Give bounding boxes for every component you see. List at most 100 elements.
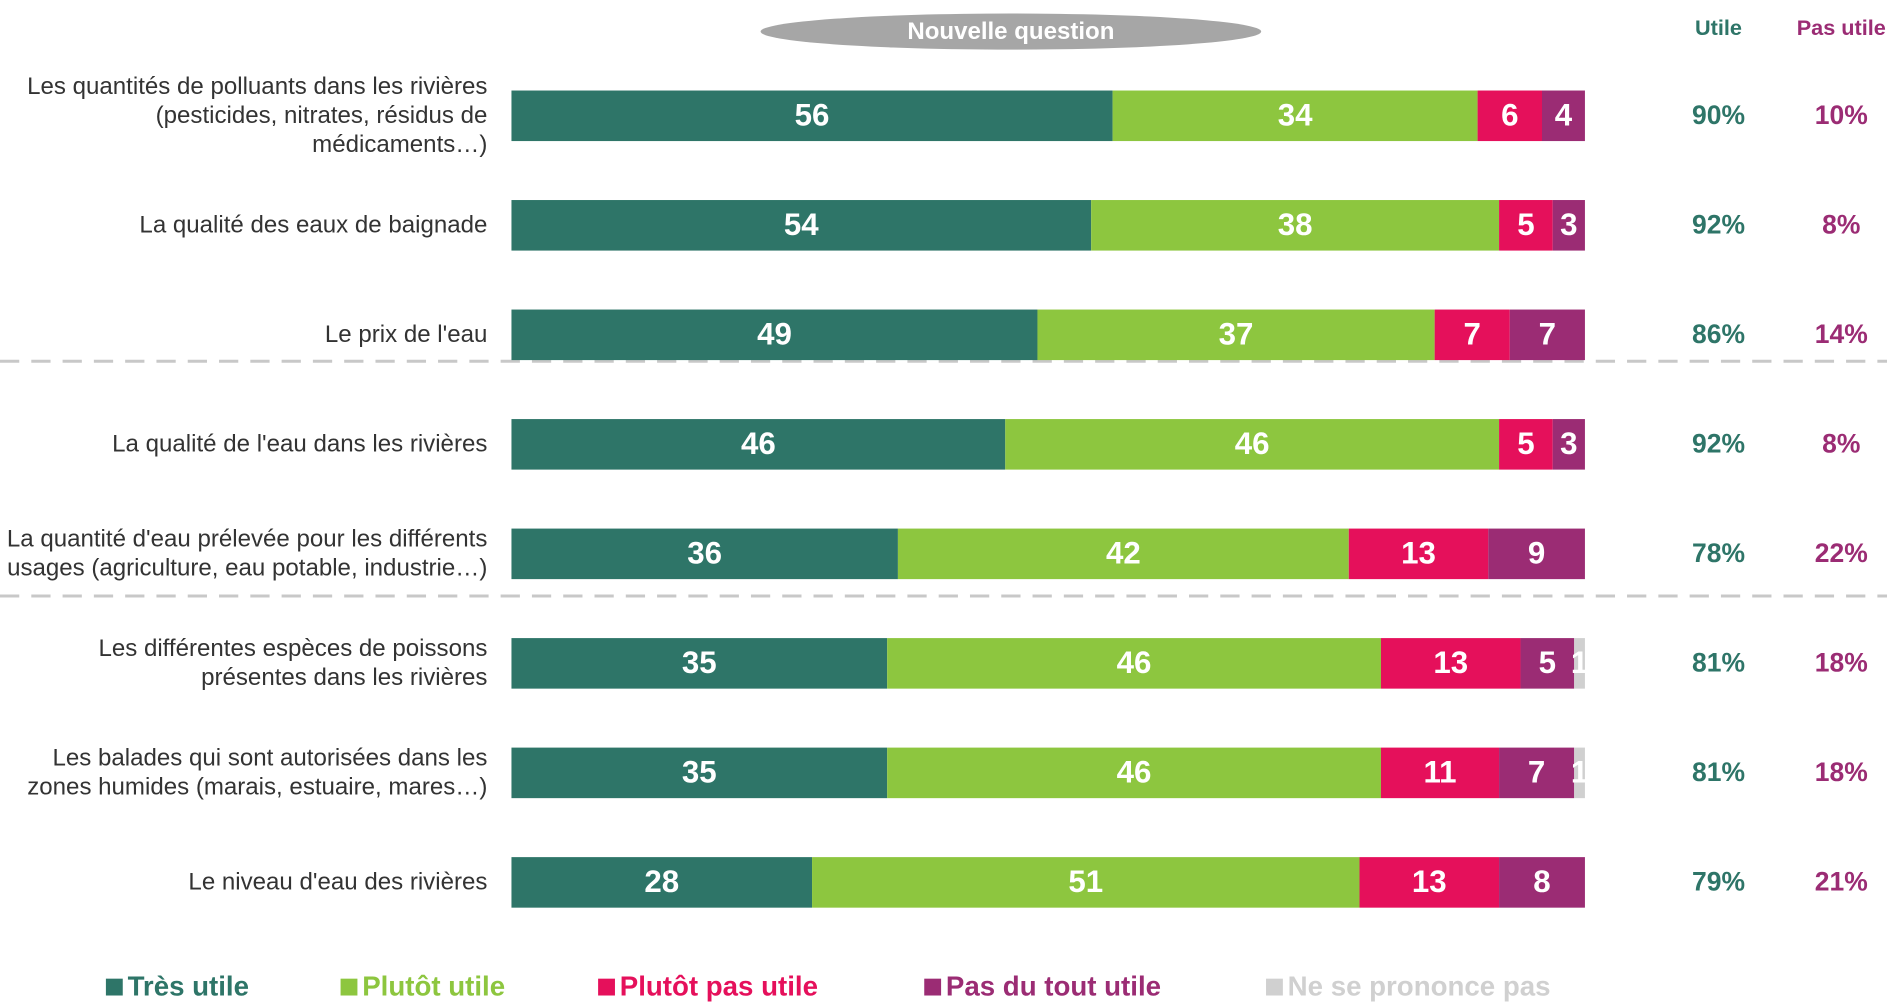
- bar-value-label: 5: [1539, 645, 1556, 680]
- total-header: Utile: [1695, 15, 1742, 40]
- bar-segment: [887, 747, 1381, 799]
- bar-value-label: 38: [1278, 207, 1313, 242]
- bar-segment: [1520, 638, 1575, 689]
- total-value: 18%: [1815, 757, 1868, 787]
- bar-value-label: 49: [757, 316, 792, 351]
- bar-value-label: 36: [687, 535, 722, 570]
- total-value: 14%: [1815, 319, 1868, 349]
- bar-segment: [511, 419, 1006, 470]
- legend-label: Pas du tout utile: [946, 971, 1161, 1002]
- bar-segment: [1380, 747, 1500, 799]
- bar-segment: [1574, 638, 1585, 689]
- bar-segment: [1488, 528, 1585, 580]
- bar-value-label: 3: [1560, 207, 1577, 242]
- category-label: Les quantités de polluants dans les rivi…: [27, 73, 488, 158]
- bar-value-label: 7: [1464, 316, 1481, 351]
- total-value: 21%: [1815, 867, 1868, 897]
- bar-value-label: 56: [795, 97, 830, 132]
- category-box: Les balades qui sont autorisées dans les…: [27, 745, 488, 801]
- bar-value-label: 13: [1401, 535, 1436, 570]
- legend-swatch: [340, 978, 358, 996]
- bar-segment: [1499, 747, 1575, 799]
- bar-value-label: 9: [1528, 535, 1545, 570]
- total-value: 86%: [1692, 319, 1745, 349]
- bar-segment: [1434, 309, 1510, 361]
- bar-segment: [1552, 200, 1585, 251]
- total-value: 90%: [1692, 100, 1745, 130]
- total-header: Pas utile: [1797, 15, 1886, 40]
- legend-swatch: [598, 978, 615, 996]
- bar-value-label: 46: [1117, 754, 1152, 789]
- bar-value-label: 42: [1106, 535, 1141, 570]
- total-value: 92%: [1692, 429, 1745, 459]
- bar-segment: [897, 528, 1349, 580]
- category-label: Les balades qui sont autorisées dans les…: [27, 745, 488, 801]
- category-box: Le niveau d'eau des rivières: [188, 869, 488, 896]
- category-label: Le niveau d'eau des rivières: [188, 869, 488, 896]
- bar-value-label: 8: [1533, 864, 1550, 899]
- category-box: Le prix de l'eau: [324, 321, 488, 349]
- total-value: 81%: [1692, 757, 1745, 787]
- bar-value-label: 13: [1412, 864, 1447, 899]
- total-value: 10%: [1815, 100, 1868, 130]
- bar-value-label: 1: [1571, 645, 1588, 680]
- bar-value-label: 46: [741, 426, 776, 461]
- bar-segment: [511, 528, 898, 580]
- bar-segment: [511, 857, 813, 908]
- total-value: 79%: [1692, 867, 1745, 897]
- category-label: Le prix de l'eau: [324, 321, 488, 349]
- bar-segment: [1359, 857, 1500, 908]
- bar-segment: [1499, 857, 1585, 908]
- total-value: 81%: [1692, 648, 1745, 678]
- bar-segment: [511, 200, 1092, 251]
- total-value: 8%: [1822, 429, 1860, 459]
- annotation-badge: [760, 13, 1262, 50]
- legend-label: Très utile: [128, 971, 249, 1002]
- category-label: La qualité de l'eau dans les rivières: [112, 431, 488, 458]
- bar-segment: [1037, 309, 1435, 361]
- legend-label: Plutôt utile: [362, 971, 505, 1002]
- bar-segment: [1552, 419, 1585, 470]
- annotation: Nouvelle question: [907, 18, 1114, 45]
- bar-segment: [1380, 638, 1521, 689]
- bar-value-label: 54: [784, 207, 819, 242]
- bar-value-label: 7: [1539, 316, 1556, 351]
- bar-value-label: 3: [1560, 426, 1577, 461]
- bar-value-label: 11: [1423, 754, 1456, 789]
- bar-segment: [1499, 419, 1553, 470]
- bar-value-label: 6: [1501, 97, 1518, 132]
- category-box: Les quantités de polluants dans les rivi…: [27, 73, 488, 158]
- bar-segment: [887, 638, 1381, 689]
- bar-segment: [1348, 528, 1489, 580]
- bar-value-label: 4: [1555, 97, 1573, 132]
- bar-segment: [1005, 419, 1500, 470]
- total-value: 8%: [1822, 210, 1860, 240]
- legend-swatch: [105, 978, 123, 996]
- legend-swatch: [1266, 978, 1283, 996]
- bar-segment: [1091, 200, 1500, 251]
- category-box: La qualité des eaux de baignade: [139, 212, 488, 239]
- bar-value-label: 1: [1571, 754, 1588, 789]
- bar-value-label: 46: [1117, 645, 1152, 680]
- bar-value-label: 34: [1278, 97, 1313, 132]
- bar-value-label: 5: [1517, 426, 1534, 461]
- total-value: 22%: [1815, 538, 1868, 568]
- legend-label: Plutôt pas utile: [620, 971, 818, 1002]
- bar-segment: [511, 638, 888, 689]
- bar-value-label: 5: [1517, 207, 1534, 242]
- category-box: La quantité d'eau prélevée pour les diff…: [6, 526, 488, 582]
- bar-segment: [511, 90, 1113, 142]
- total-value: 18%: [1815, 648, 1868, 678]
- legend-label: Ne se prononce pas: [1288, 971, 1551, 1002]
- bar-value-label: 13: [1433, 645, 1468, 680]
- bar-segment: [511, 747, 888, 799]
- bar-segment: [1112, 90, 1478, 142]
- legend-swatch: [924, 978, 942, 996]
- category-box: La qualité de l'eau dans les rivières: [112, 431, 488, 458]
- bar-segment: [1477, 90, 1542, 142]
- category-label: La qualité des eaux de baignade: [139, 212, 488, 239]
- total-value: 92%: [1692, 210, 1745, 240]
- category-label: La quantité d'eau prélevée pour les diff…: [6, 526, 488, 582]
- bar-value-label: 46: [1235, 426, 1270, 461]
